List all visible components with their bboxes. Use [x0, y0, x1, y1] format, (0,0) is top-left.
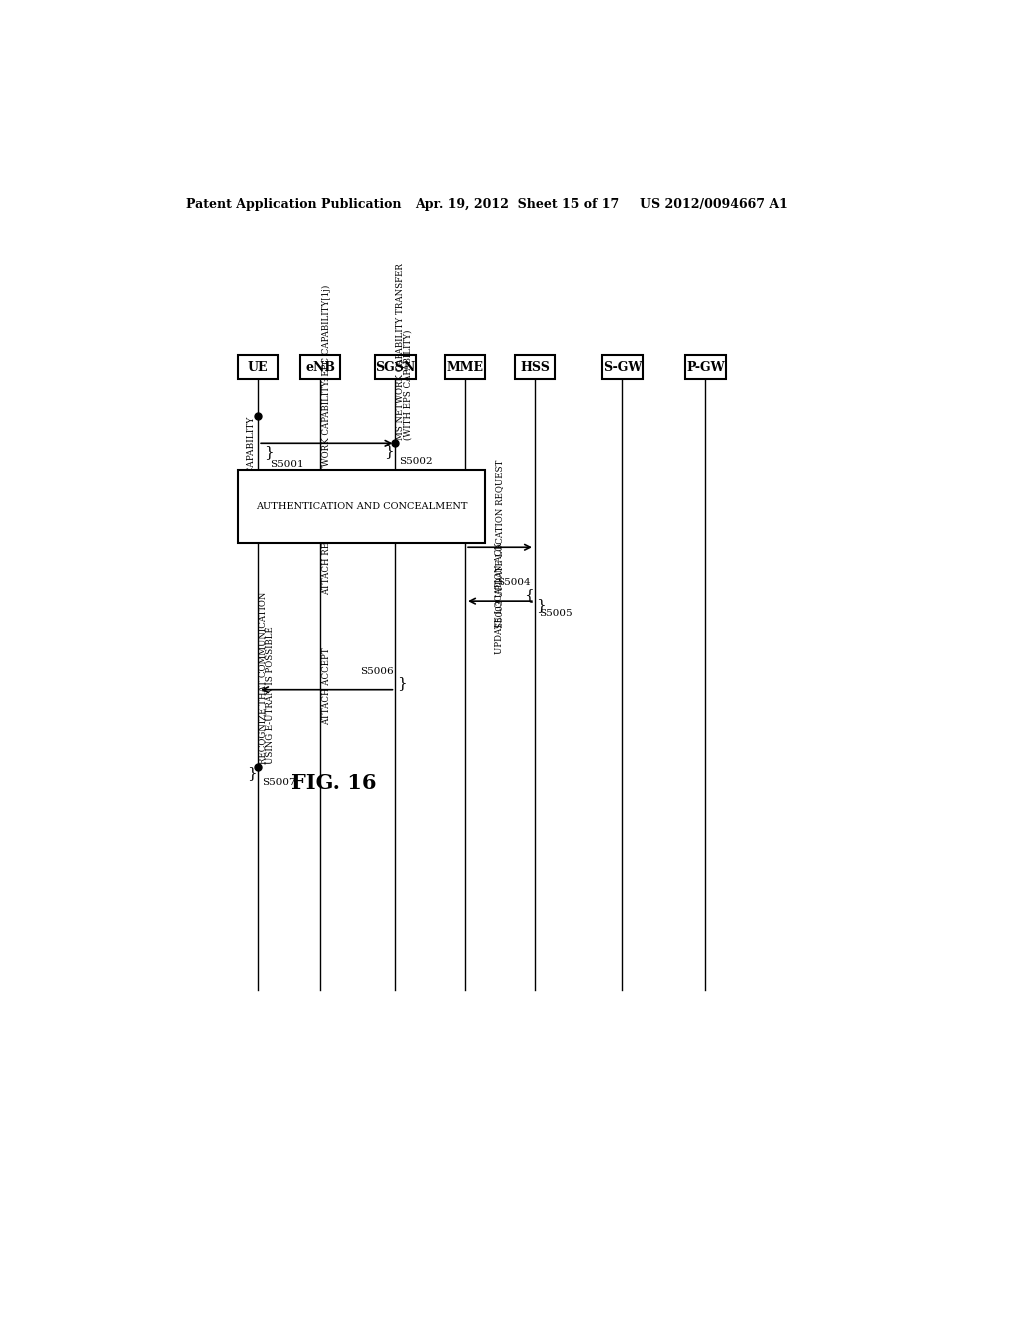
- Text: }: }: [247, 766, 257, 780]
- Text: }: }: [537, 598, 546, 612]
- Text: HSS: HSS: [520, 360, 550, 374]
- Text: MME: MME: [446, 360, 483, 374]
- Text: S-GW: S-GW: [603, 360, 642, 374]
- Text: }: }: [384, 444, 394, 458]
- Bar: [685, 355, 726, 379]
- Text: UE: UE: [248, 360, 268, 374]
- Text: S5006: S5006: [360, 667, 394, 676]
- Text: S5003 UPDATE LOCATION REQUEST: S5003 UPDATE LOCATION REQUEST: [495, 459, 504, 628]
- Bar: [445, 355, 485, 379]
- Text: Apr. 19, 2012  Sheet 15 of 17: Apr. 19, 2012 Sheet 15 of 17: [415, 198, 618, 211]
- Bar: [375, 355, 416, 379]
- Text: US 2012/0094667 A1: US 2012/0094667 A1: [640, 198, 787, 211]
- Text: {: {: [523, 587, 534, 602]
- Bar: [238, 470, 485, 544]
- Text: eNB: eNB: [305, 360, 335, 374]
- Text: S5005: S5005: [539, 609, 572, 618]
- Text: S5001: S5001: [270, 461, 303, 469]
- Text: P-GW: P-GW: [686, 360, 725, 374]
- Bar: [238, 355, 279, 379]
- Text: RECOGNIZE THAT COMMUNICATION: RECOGNIZE THAT COMMUNICATION: [258, 591, 267, 763]
- Text: AUTHENTICATION AND CONCEALMENT: AUTHENTICATION AND CONCEALMENT: [256, 503, 467, 511]
- Text: MS NETWORK CAPABILITY TRANSFER: MS NETWORK CAPABILITY TRANSFER: [395, 264, 404, 441]
- Text: USING E-UTRAN IS POSSIBLE: USING E-UTRAN IS POSSIBLE: [266, 626, 275, 763]
- Text: SGSN: SGSN: [375, 360, 416, 374]
- Text: }: }: [264, 446, 274, 459]
- Text: ATTACH REQUEST (MS NETWORK CAPABILITY: EPC CAPABILITY[1j): ATTACH REQUEST (MS NETWORK CAPABILITY: E…: [322, 285, 331, 595]
- Text: (WITH EPS CAPABILITY): (WITH EPS CAPABILITY): [403, 330, 413, 441]
- Text: }: }: [397, 677, 407, 690]
- Bar: [300, 355, 340, 379]
- Text: FIG. 16: FIG. 16: [291, 774, 376, 793]
- Bar: [515, 355, 555, 379]
- Bar: [602, 355, 643, 379]
- Text: S5007: S5007: [262, 779, 296, 787]
- Text: S5004: S5004: [498, 578, 531, 587]
- Text: Patent Application Publication: Patent Application Publication: [186, 198, 401, 211]
- Text: ATTACH ACCEPT: ATTACH ACCEPT: [322, 648, 331, 726]
- Text: WITH EPS CAPABILITY: WITH EPS CAPABILITY: [248, 416, 256, 525]
- Text: UPDATE LOCATION ACK: UPDATE LOCATION ACK: [495, 543, 504, 653]
- Text: S5002: S5002: [399, 457, 433, 466]
